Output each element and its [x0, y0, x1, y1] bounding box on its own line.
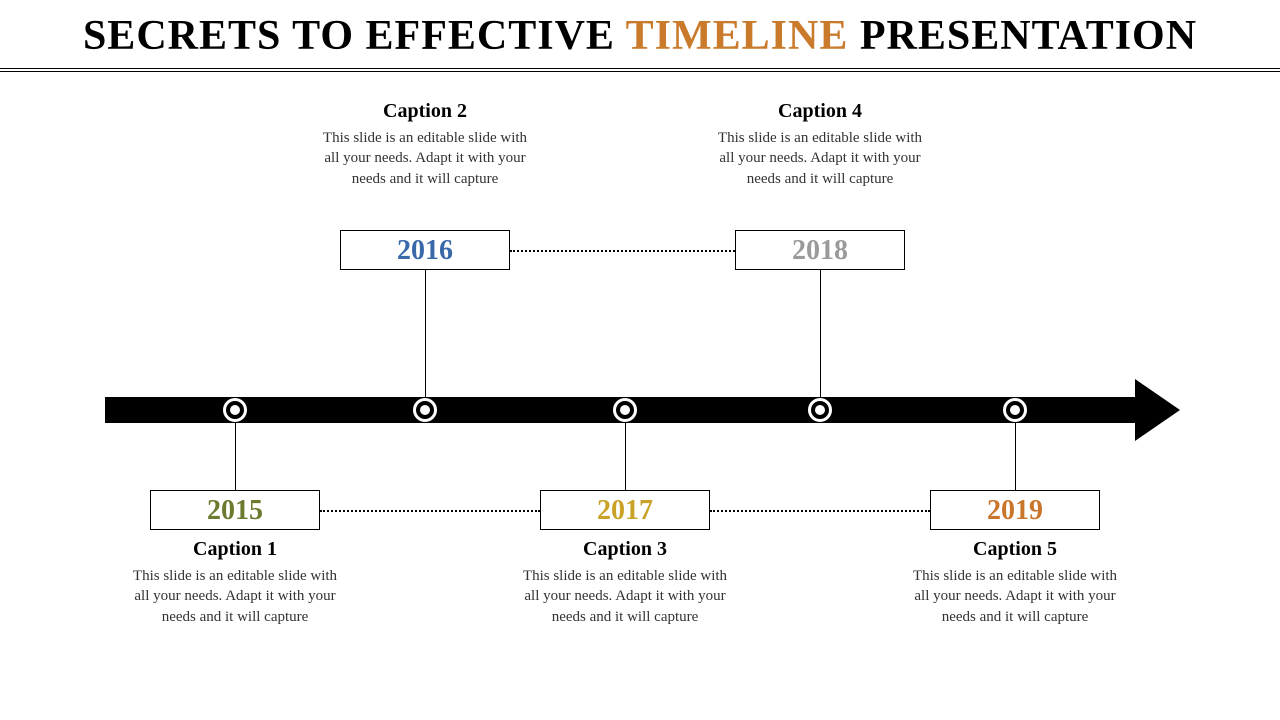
timeline-caption: Caption 5 [905, 538, 1125, 561]
timeline-marker [808, 398, 832, 422]
timeline-caption: Caption 4 [710, 100, 930, 123]
year-box: 2017 [540, 490, 710, 530]
slide-title: SECRETS TO EFFECTIVE TIMELINE PRESENTATI… [0, 12, 1280, 60]
timeline-caption: Caption 2 [315, 100, 535, 123]
timeline-caption: Caption 1 [125, 538, 345, 561]
dotted-connector [320, 510, 540, 512]
year-box: 2016 [340, 230, 510, 270]
title-rule [0, 68, 1280, 72]
title-area: SECRETS TO EFFECTIVE TIMELINE PRESENTATI… [0, 0, 1280, 72]
year-box: 2018 [735, 230, 905, 270]
timeline-description: This slide is an editable slide with all… [125, 566, 345, 627]
dotted-connector [510, 250, 735, 252]
timeline-description: This slide is an editable slide with all… [515, 566, 735, 627]
slide-root: SECRETS TO EFFECTIVE TIMELINE PRESENTATI… [0, 0, 1280, 720]
timeline-arrow-head [1135, 379, 1180, 441]
title-pre: SECRETS TO EFFECTIVE [83, 13, 626, 59]
timeline-description: This slide is an editable slide with all… [315, 128, 535, 189]
timeline-caption: Caption 3 [515, 538, 735, 561]
dotted-connector [710, 510, 930, 512]
timeline-connector [625, 423, 626, 490]
timeline-description: This slide is an editable slide with all… [905, 566, 1125, 627]
year-box: 2015 [150, 490, 320, 530]
timeline-description: This slide is an editable slide with all… [710, 128, 930, 189]
timeline-marker [613, 398, 637, 422]
timeline-marker [413, 398, 437, 422]
timeline-connector [1015, 423, 1016, 490]
timeline-marker [1003, 398, 1027, 422]
title-post: PRESENTATION [848, 13, 1197, 59]
timeline-marker [223, 398, 247, 422]
timeline-connector [425, 270, 426, 397]
title-accent: TIMELINE [626, 13, 849, 59]
year-box: 2019 [930, 490, 1100, 530]
timeline-connector [820, 270, 821, 397]
timeline-connector [235, 423, 236, 490]
